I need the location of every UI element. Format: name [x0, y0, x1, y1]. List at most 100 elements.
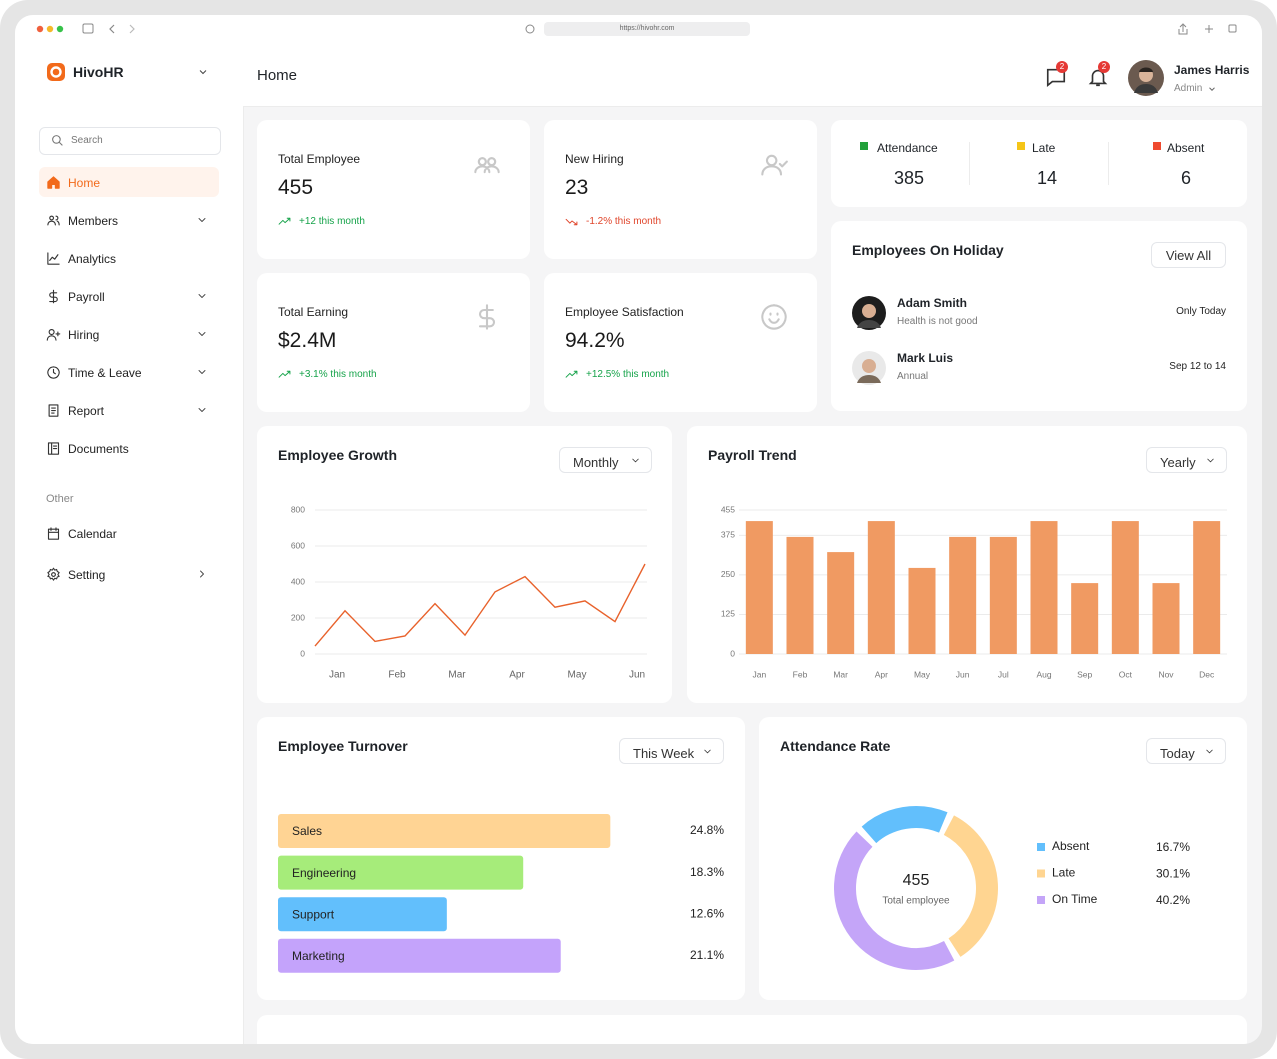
nav-icon — [49, 289, 58, 304]
status-label: Attendance — [877, 141, 938, 155]
stat-label: Total Employee — [278, 152, 361, 166]
tabs-button[interactable] — [1228, 24, 1237, 33]
trend-icon — [278, 370, 291, 378]
nav-chevron — [198, 294, 206, 298]
x-tick-label: Jan — [329, 670, 345, 681]
bar — [786, 536, 814, 654]
nav-item[interactable]: Members — [39, 205, 219, 235]
donut-segment — [834, 831, 955, 970]
section-label: Other — [46, 493, 74, 505]
employee-note: Annual — [897, 371, 929, 382]
chart-svg: Absent 16.7% Late 30.1% On Time 40.2% 455 Total… — [834, 806, 1190, 970]
user-name: James Harris — [1174, 63, 1250, 77]
donut-center-value: 455 — [903, 872, 930, 889]
filter-label: Monthly — [573, 455, 619, 470]
status-value: 14 — [1036, 168, 1058, 188]
divider — [1108, 142, 1109, 185]
stat-value: $2.4M — [278, 329, 337, 352]
employee-turnover-card: Employee Turnover This Week Sales 24.8% Engi… — [257, 717, 745, 1000]
employee-name: Adam Smith — [897, 296, 968, 310]
page-header: Home 2 2 James Harris Admin — [243, 44, 1262, 107]
bar — [1193, 521, 1221, 654]
nav-item[interactable]: Documents — [39, 433, 219, 463]
stat-card: New Hiring 23 -1.2% this month — [544, 120, 817, 259]
y-tick-label: 125 — [721, 609, 735, 619]
nav-label: Report — [68, 404, 105, 418]
filter-dropdown[interactable]: Yearly — [1146, 447, 1227, 473]
bar — [1071, 583, 1099, 654]
nav-item[interactable]: Report — [39, 395, 219, 425]
filter-dropdown[interactable]: This Week — [619, 738, 724, 764]
x-tick-label: Apr — [509, 670, 525, 681]
x-tick-label: Nov — [1158, 669, 1174, 679]
y-tick-label: 800 — [291, 504, 305, 514]
browser-window: https://hivohr.com HivoHR Search Other H… — [15, 15, 1262, 1044]
nav-item[interactable]: Home — [39, 167, 219, 197]
turnover-bar — [278, 855, 524, 890]
user-chevron[interactable] — [1207, 84, 1217, 94]
messages-badge: 2 — [1056, 61, 1068, 73]
nav-label: Calendar — [68, 527, 117, 541]
nav-item[interactable]: Analytics — [39, 243, 219, 273]
attendance-rate-card: Attendance Rate Today Absent 16.7% Late 30.1%… — [759, 717, 1247, 1000]
bar — [949, 536, 977, 654]
nav-item[interactable]: Payroll — [39, 281, 219, 311]
forward-button[interactable] — [129, 24, 135, 34]
legend-label: On Time — [1052, 892, 1098, 906]
view-all-button[interactable]: View All — [1151, 242, 1226, 268]
sidebar-toggle[interactable] — [82, 23, 94, 34]
x-tick-label: Feb — [388, 670, 406, 681]
nav-icon — [47, 215, 60, 226]
nav-item[interactable]: Setting — [39, 559, 219, 589]
share-button[interactable] — [1178, 23, 1188, 35]
stat-icon — [478, 304, 496, 330]
filter-dropdown[interactable]: Today — [1146, 738, 1226, 764]
filter-dropdown[interactable]: Monthly — [559, 447, 652, 473]
bar — [908, 567, 936, 654]
nav-chevron — [198, 332, 206, 336]
stat-label: Employee Satisfaction — [565, 305, 684, 319]
nav-icon — [47, 527, 60, 540]
x-tick-label: Dec — [1199, 669, 1215, 679]
bar-label: Sales — [292, 824, 322, 838]
filter-label: Yearly — [1160, 455, 1196, 470]
stat-change: -1.2% this month — [586, 216, 662, 227]
value-label: 12.6% — [690, 906, 724, 920]
user-role[interactable]: Admin — [1174, 83, 1203, 94]
legend-value: 40.2% — [1156, 893, 1190, 907]
minimize-dot[interactable] — [46, 25, 54, 33]
browser-toolbar: https://hivohr.com — [15, 15, 1262, 45]
chart-svg: 0 200 400 600 800 Jan Feb Mar Apr May Jun — [291, 504, 647, 681]
chart-title: Payroll Trend — [708, 447, 797, 463]
x-tick-label: May — [568, 670, 587, 681]
divider — [969, 142, 970, 185]
back-button[interactable] — [109, 24, 115, 34]
chart-svg: 0 125 250 375 455 Jan Feb Mar Apr May Jun Jul Aug Sep… — [721, 504, 1227, 679]
filter-chevron — [1206, 749, 1213, 754]
nav-item[interactable]: Hiring — [39, 319, 219, 349]
brand-chevron[interactable] — [197, 66, 209, 78]
brand-name: HivoHR — [73, 64, 124, 80]
new-tab-button[interactable] — [1205, 25, 1213, 33]
employee-avatar — [852, 351, 886, 385]
user-avatar[interactable] — [1128, 60, 1164, 96]
search-box[interactable]: Search — [39, 127, 221, 155]
maximize-dot[interactable] — [56, 25, 64, 33]
stat-icon — [761, 154, 788, 176]
employee-note: Health is not good — [897, 316, 978, 327]
growth-line — [314, 563, 646, 647]
address-bar[interactable] — [544, 22, 750, 36]
nav-item[interactable]: Calendar — [39, 518, 219, 548]
nav-item[interactable]: Time & Leave — [39, 357, 219, 387]
bar — [1030, 521, 1058, 654]
legend-label: Late — [1052, 866, 1076, 880]
stat-change: +12.5% this month — [586, 369, 670, 380]
status-indicator — [1017, 142, 1025, 150]
nav-icon — [46, 328, 61, 341]
stat-change: +12 this month — [299, 216, 365, 227]
stat-change: +3.1% this month — [299, 369, 377, 380]
donut-segment — [943, 815, 998, 957]
sidebar: HivoHR Search Other Home Members Analytics… — [15, 44, 244, 1044]
close-dot[interactable] — [36, 25, 44, 33]
